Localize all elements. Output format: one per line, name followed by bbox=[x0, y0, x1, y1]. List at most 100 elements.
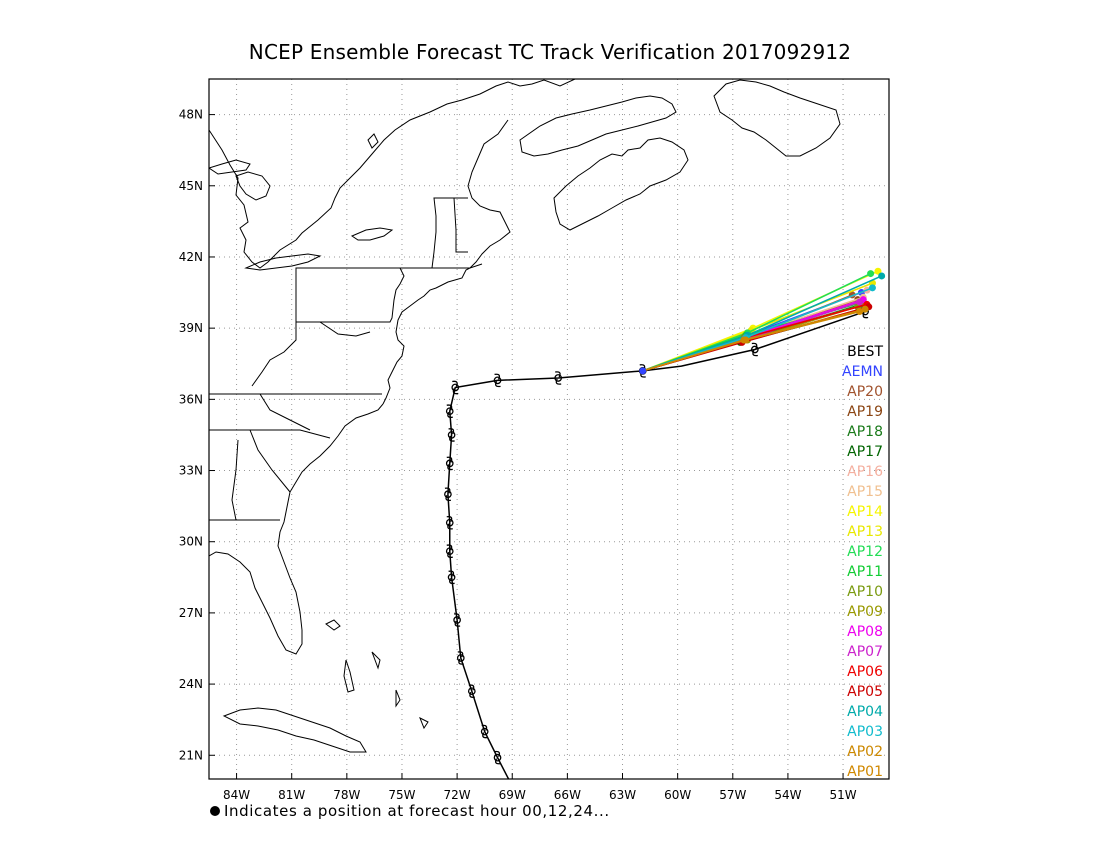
forecast-position-ap01 bbox=[742, 336, 750, 344]
legend-label-ap04: AP04 bbox=[847, 704, 883, 720]
legend-label-ap15: AP15 bbox=[847, 484, 883, 500]
x-tick-label: 60W bbox=[664, 788, 691, 802]
hurricane-symbol-icon bbox=[448, 428, 455, 442]
legend-label-ap20: AP20 bbox=[847, 384, 883, 400]
bahamas-island-2 bbox=[343, 659, 355, 693]
position-dot-icon bbox=[210, 806, 220, 816]
x-tick-label: 66W bbox=[554, 788, 581, 802]
y-axis-ticks: 21N 24N 27N 30N 33N 36N 39N 42N 45N 48N bbox=[179, 108, 215, 762]
x-axis-ticks: 84W 81W 78W 75W 72W 69W 66W 63W 60W 57W 54W 51W bbox=[223, 773, 857, 802]
forecast-position-ap04 bbox=[878, 272, 886, 280]
y-tick-label: 27N bbox=[179, 606, 203, 620]
y-tick-label: 42N bbox=[179, 250, 203, 264]
state-border-ma bbox=[432, 263, 483, 269]
hurricane-symbol-icon bbox=[446, 544, 453, 558]
ensemble-forecast-tracks bbox=[639, 267, 886, 375]
legend: BEST AEMN AP20 AP19 AP18 AP17 AP16 AP15 AP14 AP13… bbox=[842, 344, 883, 780]
state-border-ga-sc bbox=[249, 429, 291, 493]
hurricane-symbol-eye bbox=[445, 407, 454, 416]
state-border-nc-sc bbox=[209, 429, 331, 439]
best-track bbox=[444, 304, 869, 780]
x-tick-label: 75W bbox=[388, 788, 415, 802]
hurricane-symbol-icon bbox=[446, 404, 453, 418]
footnote-text: Indicates a position at forecast hour 00… bbox=[224, 802, 610, 820]
hurricane-symbol-icon bbox=[457, 651, 464, 665]
hurricane-symbol-icon bbox=[446, 456, 453, 471]
hurricane-symbol-icon bbox=[751, 342, 758, 357]
hurricane-symbol-eye bbox=[453, 616, 461, 624]
st-lawrence-coastline bbox=[519, 95, 677, 157]
state-border-pa-ny bbox=[295, 267, 405, 323]
x-tick-label: 84W bbox=[223, 788, 250, 802]
y-tick-label: 21N bbox=[179, 748, 203, 762]
plot-frame bbox=[208, 78, 890, 780]
x-tick-label: 63W bbox=[609, 788, 636, 802]
forecast-position-ap14 bbox=[874, 267, 882, 275]
legend-label-ap06: AP06 bbox=[847, 664, 883, 680]
hurricane-symbol-eye bbox=[467, 687, 476, 696]
hurricane-symbol-eye bbox=[493, 753, 502, 762]
hurricane-symbol-icon bbox=[481, 724, 488, 739]
us-east-coastline bbox=[209, 79, 576, 269]
bahamas-island-4 bbox=[395, 689, 401, 708]
legend-label-ap16: AP16 bbox=[847, 464, 883, 480]
state-border-vt-nh bbox=[453, 197, 468, 253]
state-border-va-nc bbox=[259, 393, 311, 431]
legend-label-ap13: AP13 bbox=[847, 524, 883, 540]
lake-ontario bbox=[350, 227, 394, 241]
x-tick-label: 57W bbox=[719, 788, 746, 802]
state-border-md bbox=[319, 321, 371, 337]
x-tick-label: 78W bbox=[333, 788, 360, 802]
x-tick-label: 72W bbox=[444, 788, 471, 802]
legend-label-ap11: AP11 bbox=[847, 564, 883, 580]
forecast-position-ap12 bbox=[867, 270, 875, 278]
legend-label-ap05: AP05 bbox=[847, 684, 883, 700]
cuba-coastline bbox=[222, 707, 367, 753]
legend-label-ap19: AP19 bbox=[847, 404, 883, 420]
hurricane-symbol-eye bbox=[447, 431, 456, 439]
hurricane-symbol-icon bbox=[452, 380, 459, 395]
bahamas-island-5 bbox=[419, 716, 429, 730]
lake-superior-edge bbox=[209, 159, 251, 175]
x-tick-label: 54W bbox=[774, 788, 801, 802]
forecast-position-ap02 bbox=[861, 305, 869, 313]
y-tick-label: 39N bbox=[179, 321, 203, 335]
hurricane-symbol-icon bbox=[494, 373, 501, 388]
legend-label-ap07: AP07 bbox=[847, 644, 883, 660]
y-tick-label: 33N bbox=[179, 464, 203, 478]
legend-label-aemn: AEMN bbox=[842, 364, 883, 380]
hurricane-symbol-icon bbox=[454, 613, 461, 627]
legend-label-best: BEST bbox=[847, 344, 883, 360]
footnote: Indicates a position at forecast hour 00… bbox=[210, 802, 610, 820]
forecast-origin-point bbox=[639, 367, 647, 375]
bahamas-island-3 bbox=[371, 651, 381, 670]
forecast-position-ap03 bbox=[868, 284, 876, 292]
y-tick-label: 48N bbox=[179, 108, 203, 122]
hurricane-symbol-icon bbox=[446, 515, 453, 530]
legend-label-ap12: AP12 bbox=[847, 544, 883, 560]
state-border-oh-wv bbox=[251, 322, 297, 387]
forecast-position-ap07 bbox=[856, 298, 864, 306]
state-border-al-ga bbox=[231, 439, 239, 521]
hurricane-symbol-icon bbox=[468, 684, 475, 698]
chart-title: NCEP Ensemble Forecast TC Track Verifica… bbox=[248, 40, 852, 64]
hurricane-symbol-eye bbox=[445, 459, 454, 468]
grid-lines bbox=[209, 79, 889, 779]
hurricane-symbol-eye bbox=[445, 547, 454, 556]
state-border-ny-vt bbox=[400, 197, 468, 269]
y-tick-label: 24N bbox=[179, 677, 203, 691]
legend-label-ap09: AP09 bbox=[847, 604, 883, 620]
legend-label-ap02: AP02 bbox=[847, 744, 883, 760]
legend-label-ap17: AP17 bbox=[847, 444, 883, 460]
legend-label-ap10: AP10 bbox=[847, 584, 883, 600]
hurricane-symbol-icon bbox=[494, 750, 501, 765]
bahamas-island-1 bbox=[325, 619, 341, 631]
y-tick-label: 36N bbox=[179, 392, 203, 406]
lake-erie bbox=[244, 253, 322, 271]
x-tick-label: 69W bbox=[499, 788, 526, 802]
hurricane-symbol-eye bbox=[451, 383, 460, 392]
forecast-position-ap01 bbox=[856, 308, 864, 316]
bermuda bbox=[367, 133, 379, 149]
hurricane-symbol-icon bbox=[444, 487, 452, 502]
